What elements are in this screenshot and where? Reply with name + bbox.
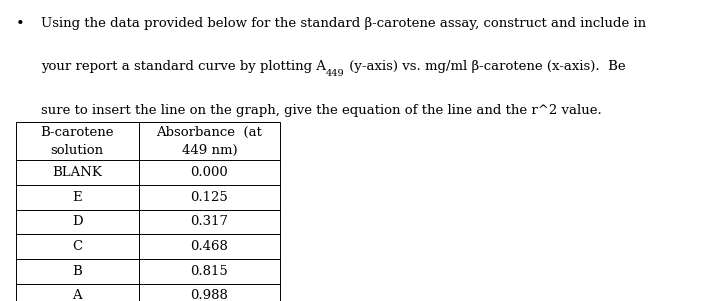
Text: 0.468: 0.468 bbox=[190, 240, 228, 253]
Text: 0.125: 0.125 bbox=[190, 191, 228, 204]
Text: •: • bbox=[16, 17, 24, 31]
Text: (y-axis) vs. mg/ml β-carotene (x-axis).  Be: (y-axis) vs. mg/ml β-carotene (x-axis). … bbox=[345, 60, 625, 73]
Text: B: B bbox=[73, 265, 82, 278]
Text: 449 nm): 449 nm) bbox=[182, 144, 237, 157]
Text: Using the data provided below for the standard β-carotene assay, construct and i: Using the data provided below for the st… bbox=[41, 17, 646, 29]
Text: your report a standard curve by plotting A: your report a standard curve by plotting… bbox=[41, 60, 326, 73]
Text: 0.317: 0.317 bbox=[190, 216, 228, 228]
Text: B-carotene: B-carotene bbox=[40, 126, 114, 138]
Text: 0.815: 0.815 bbox=[190, 265, 228, 278]
Text: solution: solution bbox=[51, 144, 104, 157]
Text: BLANK: BLANK bbox=[52, 166, 102, 179]
Text: Absorbance  (at: Absorbance (at bbox=[157, 126, 262, 138]
Text: 449: 449 bbox=[326, 69, 345, 78]
Text: sure to insert the line on the graph, give the equation of the line and the r^2 : sure to insert the line on the graph, gi… bbox=[41, 104, 601, 117]
Bar bbox=[16, 122, 280, 301]
Text: 449: 449 bbox=[326, 69, 345, 78]
Text: 0.988: 0.988 bbox=[190, 290, 228, 301]
Text: C: C bbox=[72, 240, 82, 253]
Text: E: E bbox=[73, 191, 82, 204]
Text: 0.000: 0.000 bbox=[190, 166, 228, 179]
Text: D: D bbox=[72, 216, 82, 228]
Text: A: A bbox=[73, 290, 82, 301]
